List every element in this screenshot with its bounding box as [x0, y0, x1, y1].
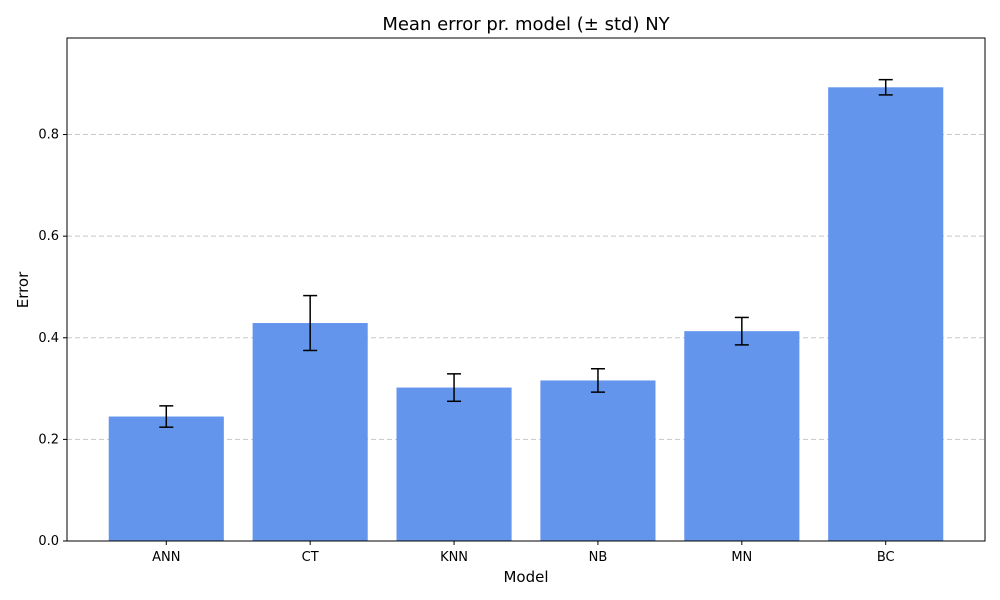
y-tick-label: 0.4: [38, 331, 59, 346]
bar-knn: [396, 387, 512, 541]
error-bars: [159, 78, 893, 428]
bars: [108, 87, 944, 541]
chart-title: Mean error pr. model (± std) NY: [382, 14, 670, 35]
x-tick-label: MN: [731, 550, 752, 565]
x-tick-label: BC: [877, 550, 895, 565]
plot-frame: [66, 37, 986, 542]
y-tick-label: 0.8: [38, 128, 59, 143]
bar-ann: [108, 416, 224, 541]
x-axis-ticks: ANN CT KNN NB MN BC: [152, 541, 895, 565]
x-tick-label: CT: [302, 550, 319, 565]
y-tick-label: 0.0: [38, 534, 59, 549]
bar-nb: [540, 380, 656, 541]
y-axis-title: Error: [14, 271, 32, 308]
x-tick-label: NB: [589, 550, 608, 565]
bar-bc: [828, 87, 944, 541]
x-tick-label: ANN: [152, 550, 180, 565]
y-tick-label: 0.6: [38, 229, 59, 244]
y-axis-ticks: 0.0 0.2 0.4 0.6 0.8: [38, 128, 67, 549]
x-axis-title: Model: [503, 568, 548, 586]
y-tick-label: 0.2: [38, 432, 59, 447]
bar-mn: [684, 331, 800, 541]
x-tick-label: KNN: [440, 550, 468, 565]
bar-ct: [252, 323, 368, 541]
